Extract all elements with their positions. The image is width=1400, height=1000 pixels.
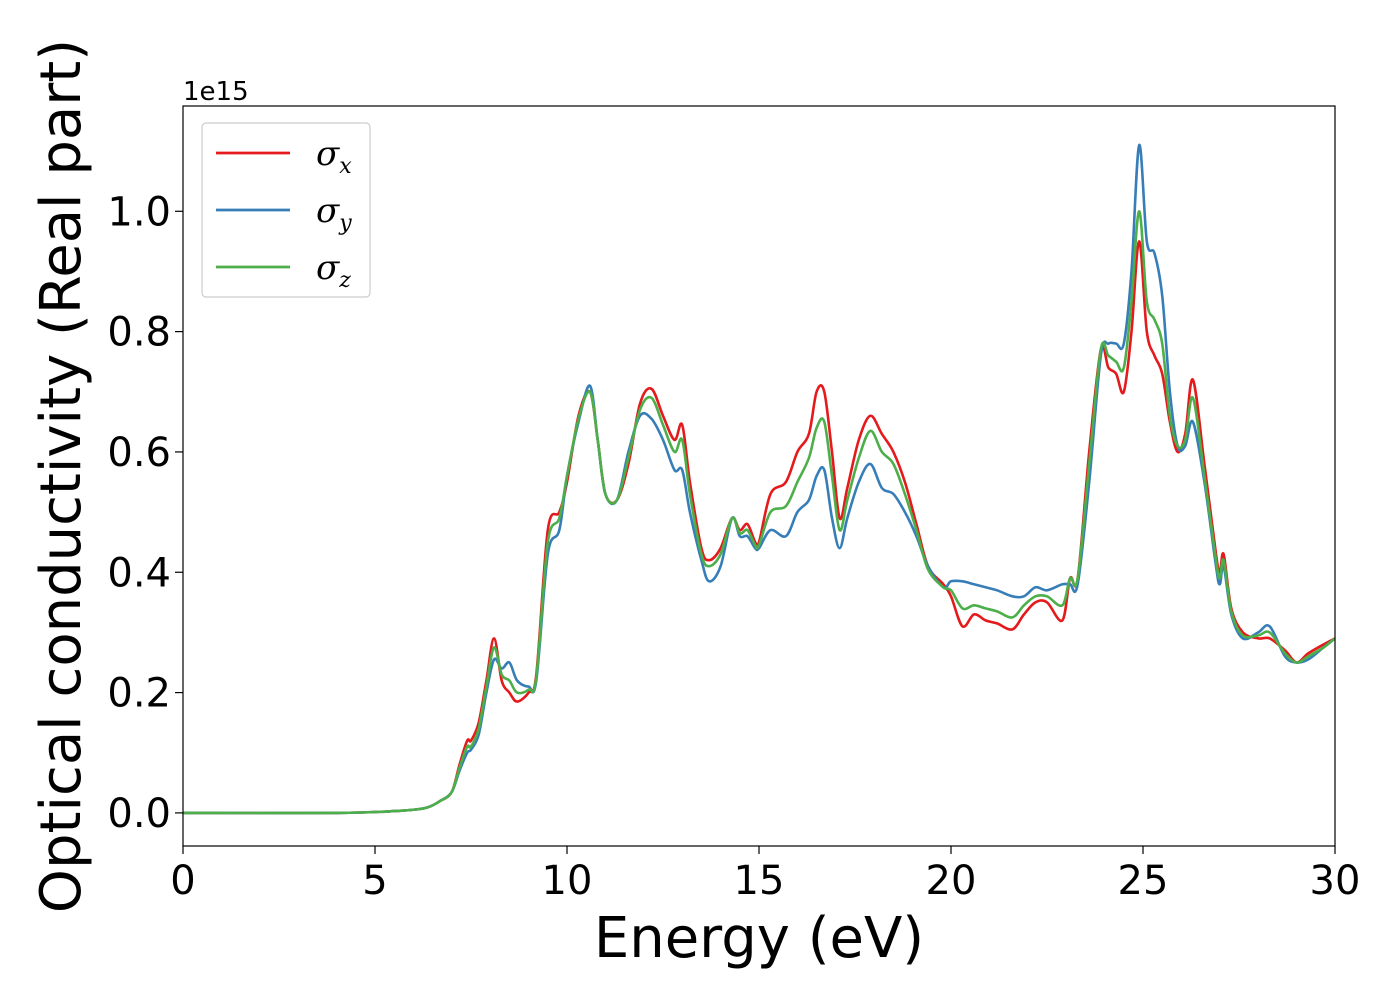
- x-tick-label: 0: [170, 858, 195, 904]
- x-tick-label: 20: [926, 858, 977, 904]
- series-line-z: [183, 210, 1335, 815]
- y-tick-label: 0.0: [107, 791, 171, 837]
- x-tick-label: 15: [734, 858, 785, 904]
- x-axis-title: Energy (eV): [594, 906, 924, 971]
- legend: σx σy σz: [201, 122, 371, 298]
- legend-label-z: σz: [316, 248, 351, 293]
- x-tick-label: 25: [1118, 858, 1169, 904]
- x-axis: 0 5 10 15 20 25 30: [170, 846, 1360, 904]
- y-tick-label: 0.4: [107, 550, 171, 596]
- y-axis-title: Optical conductivity (Real part): [29, 39, 94, 913]
- x-tick-label: 10: [542, 858, 593, 904]
- series-layer: [183, 143, 1335, 815]
- y-offset-label: 1e15: [183, 77, 249, 107]
- y-tick-label: 0.8: [107, 310, 171, 356]
- y-tick-label: 0.2: [107, 671, 171, 717]
- y-tick-label: 0.6: [107, 430, 171, 476]
- x-tick-label: 30: [1310, 858, 1361, 904]
- y-tick-label: 1.0: [107, 189, 171, 235]
- y-axis: 0.0 0.2 0.4 0.6 0.8 1.0: [107, 189, 183, 837]
- legend-label-y: σy: [316, 191, 352, 236]
- legend-label-x: σx: [316, 134, 352, 179]
- x-tick-label: 5: [362, 858, 387, 904]
